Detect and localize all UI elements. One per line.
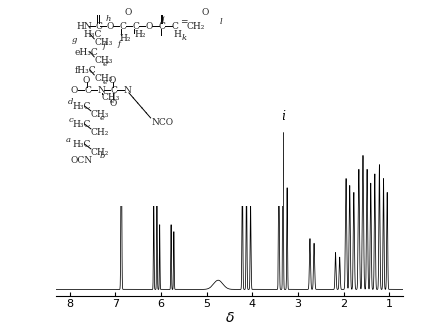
Text: i: i [281, 110, 285, 123]
Text: k: k [150, 170, 157, 183]
Text: l: l [171, 191, 174, 204]
Text: j: j [243, 150, 246, 163]
X-axis label: δ: δ [225, 311, 234, 325]
